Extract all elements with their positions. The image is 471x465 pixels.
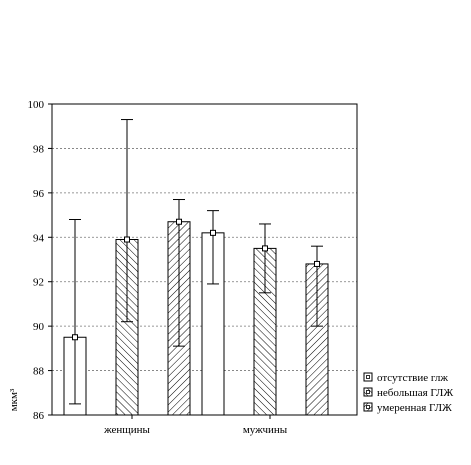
y-tick-label: 98: [33, 143, 45, 155]
x-tick-label: мужчины: [243, 424, 288, 436]
mean-marker: [210, 229, 216, 236]
y-tick-label: 94: [33, 232, 45, 244]
y-tick-label: 86: [33, 410, 45, 422]
plot-frame: [51, 103, 358, 416]
legend-label: отсутствие глж: [377, 372, 448, 384]
legend-marker: [366, 375, 370, 379]
mean-marker: [72, 334, 78, 341]
y-tick-label: 88: [33, 366, 45, 378]
mean-marker: [124, 236, 130, 243]
mean-marker: [262, 245, 268, 252]
legend-label: умеренная ГЛЖ: [377, 402, 452, 414]
legend-marker: [366, 405, 370, 409]
legend-marker: [366, 390, 370, 394]
x-tick-label: женщины: [103, 424, 150, 436]
y-tick-label: 92: [33, 277, 44, 289]
y-tick-label: 100: [28, 99, 45, 111]
y-axis-label: мкм³: [8, 388, 20, 411]
legend-label: небольшая ГЛЖ: [377, 387, 453, 399]
y-tick-label: 90: [33, 321, 45, 333]
mean-marker: [314, 260, 320, 267]
mean-marker: [176, 218, 182, 225]
y-tick-label: 96: [33, 188, 45, 200]
